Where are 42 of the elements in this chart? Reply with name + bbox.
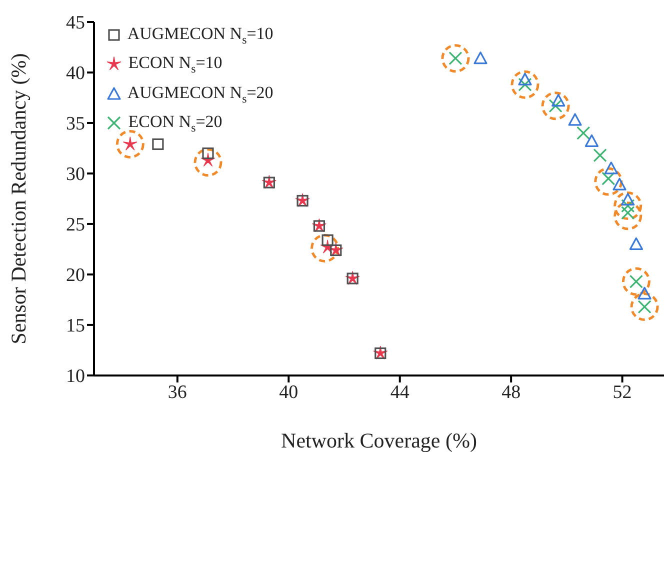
y-axis-title: Sensor Detection Redundancy (%)	[6, 53, 30, 344]
point	[614, 202, 642, 230]
point	[194, 148, 222, 177]
point	[584, 134, 599, 147]
point	[310, 234, 340, 262]
x-tick-label: 36	[168, 382, 187, 403]
y-tick-label: 30	[66, 164, 85, 186]
point	[474, 52, 488, 64]
legend-label: ECON N$_{s}$=10	[128, 53, 222, 76]
y-tick-label: 35	[66, 114, 85, 135]
point	[322, 234, 334, 246]
point	[116, 130, 144, 158]
point	[202, 147, 214, 160]
point	[594, 167, 623, 196]
legend-label: AUGMECON N$_{s}$=10	[127, 24, 274, 46]
legend-label: ECON N$_{s}$=20	[128, 112, 222, 135]
point	[441, 44, 470, 73]
point	[593, 148, 607, 162]
point	[622, 267, 650, 296]
y-tick-label: 10	[66, 366, 85, 388]
x-tick-label: 44	[390, 382, 410, 403]
x-tick-label: 52	[612, 382, 632, 403]
point	[638, 286, 652, 300]
point	[604, 162, 618, 174]
y-tick-label: 25	[66, 214, 85, 236]
x-axis-title: Network Coverage (%)	[281, 428, 477, 452]
legend-label: AUGMECON N$_{s}$=20	[127, 82, 274, 106]
point	[629, 237, 643, 250]
point	[630, 292, 659, 322]
point	[568, 113, 582, 126]
y-tick-label: 45	[66, 12, 85, 34]
point	[614, 192, 642, 220]
x-tick-label: 40	[279, 382, 298, 403]
x-tick-label: 48	[502, 382, 521, 403]
point	[541, 92, 570, 120]
point	[152, 138, 164, 150]
point	[576, 126, 590, 140]
point	[612, 178, 626, 190]
y-tick-label: 15	[66, 316, 85, 337]
y-tick-label: 40	[66, 63, 85, 84]
point	[510, 70, 540, 99]
y-tick-label: 20	[66, 265, 85, 286]
